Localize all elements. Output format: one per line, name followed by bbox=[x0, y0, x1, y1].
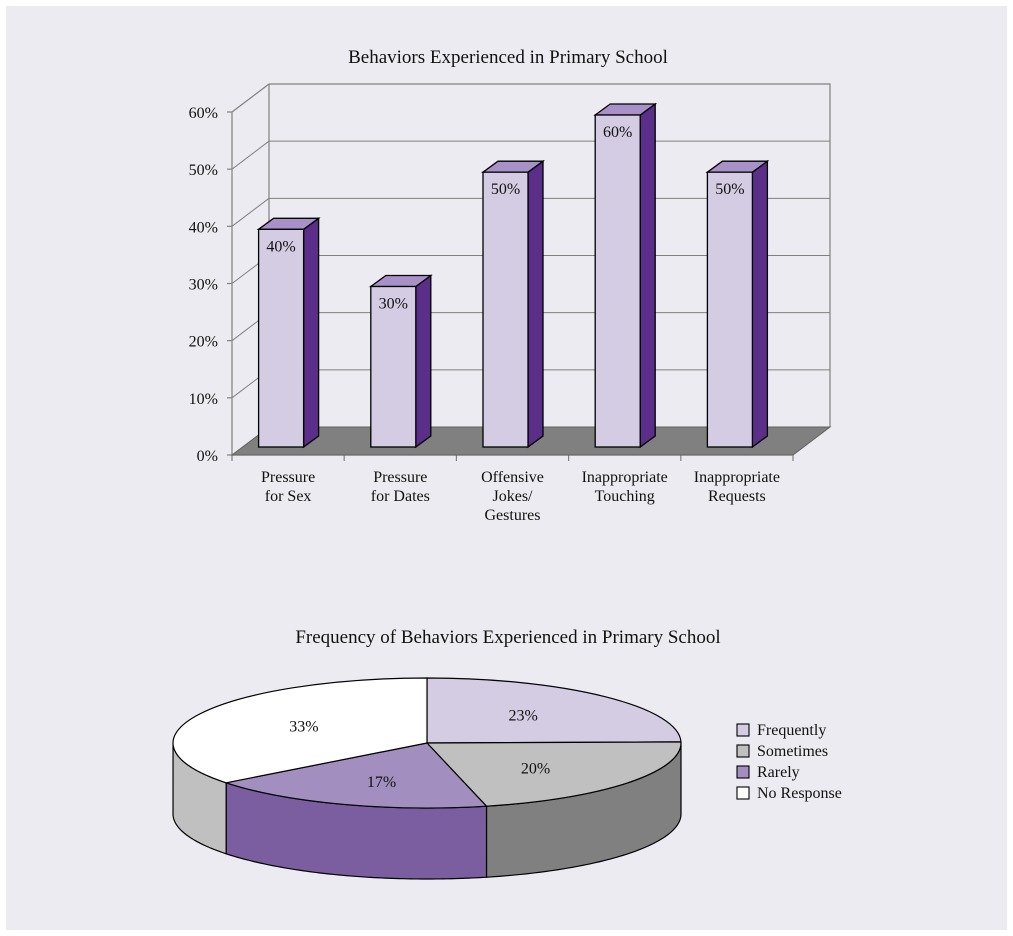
gridline-diagonal bbox=[231, 140, 270, 170]
y-tick-label: 20% bbox=[189, 334, 218, 351]
pie-chart-slices bbox=[172, 677, 682, 809]
bar: 50% bbox=[481, 159, 545, 449]
y-tick-label: 60% bbox=[189, 105, 218, 122]
y-tick-label: 0% bbox=[197, 448, 218, 465]
bar-front bbox=[257, 228, 305, 448]
bar-chart: Behaviors Experienced in Primary School … bbox=[189, 47, 832, 524]
x-category-label: Pressure for Sex bbox=[261, 469, 315, 505]
pie-chart-data-labels: 23% 20% 17% 33% bbox=[289, 707, 550, 791]
pie-data-label: 33% bbox=[289, 718, 318, 735]
pie-slice bbox=[425, 741, 682, 807]
pie-data-label: 17% bbox=[367, 774, 396, 791]
x-category-label-line: Pressure bbox=[373, 469, 427, 486]
x-category-label-line: Inappropriate bbox=[582, 469, 668, 486]
pie-slice bbox=[426, 677, 682, 744]
x-category-label-line: Touching bbox=[595, 488, 655, 505]
pie-chart-legend: Frequently Sometimes Rarely No Response bbox=[736, 722, 842, 802]
legend-label: Frequently bbox=[757, 722, 826, 739]
pie-data-label: 20% bbox=[521, 761, 550, 778]
x-category-label-line: for Dates bbox=[371, 488, 430, 505]
legend-swatch bbox=[736, 786, 750, 800]
legend-item: No Response bbox=[736, 785, 842, 802]
wall-top-diagonal bbox=[231, 83, 270, 113]
bar: 60% bbox=[593, 102, 658, 449]
bar-chart-x-labels: Pressure for Sex Pressure for Dates Offensiv… bbox=[261, 469, 780, 524]
bar-front bbox=[482, 171, 529, 448]
legend-label: Rarely bbox=[757, 764, 800, 781]
pie-data-label: 23% bbox=[509, 707, 538, 724]
x-category-label: Inappropriate Touching bbox=[582, 469, 668, 505]
bar: 40% bbox=[256, 217, 321, 449]
bar: 30% bbox=[368, 274, 433, 449]
legend-swatch bbox=[736, 744, 750, 758]
x-category-label-line: Gestures bbox=[485, 507, 541, 524]
x-category-label: Offensive Jokes/Gestures bbox=[481, 469, 544, 524]
bar-chart-title: Behaviors Experienced in Primary School bbox=[348, 47, 668, 68]
legend-label: No Response bbox=[757, 785, 842, 802]
bar-data-label: 60% bbox=[603, 124, 632, 141]
bar-front bbox=[370, 285, 417, 448]
x-category-label-line: Requests bbox=[708, 488, 766, 505]
legend-label: Sometimes bbox=[757, 743, 828, 760]
legend-item: Sometimes bbox=[736, 743, 828, 760]
x-category-label-line: for Sex bbox=[265, 488, 312, 505]
y-tick-label: 40% bbox=[189, 219, 218, 236]
x-category-label-line: Offensive bbox=[481, 469, 544, 486]
bar-front bbox=[594, 114, 641, 448]
x-category-label: Inappropriate Requests bbox=[694, 469, 780, 505]
bar-chart-y-axis: 0% 10% 20% 30% 40% 50% 60% bbox=[189, 105, 794, 465]
legend-item: Frequently bbox=[736, 722, 826, 739]
bar-data-label: 40% bbox=[266, 238, 295, 255]
pie-chart-title: Frequency of Behaviors Experienced in Pr… bbox=[295, 627, 720, 648]
pie-slice bbox=[172, 677, 428, 784]
x-category-label: Pressure for Dates bbox=[371, 469, 430, 505]
bar-chart-bars: 40% 30% 50% 60% 50% bbox=[256, 102, 770, 449]
bar: 50% bbox=[705, 159, 770, 449]
x-category-label-line: Jokes/ bbox=[493, 488, 534, 505]
bar-data-label: 50% bbox=[715, 181, 744, 198]
x-category-label-line: Pressure bbox=[261, 469, 315, 486]
bar-data-label: 50% bbox=[491, 181, 520, 198]
pie-slice bbox=[223, 742, 488, 809]
y-tick-label: 50% bbox=[189, 162, 218, 179]
bar-front bbox=[706, 171, 754, 448]
legend-item: Rarely bbox=[736, 764, 800, 781]
legend-swatch bbox=[736, 765, 750, 779]
legend-swatch bbox=[736, 723, 750, 737]
y-tick-label: 10% bbox=[189, 391, 218, 408]
gridline-diagonal bbox=[231, 197, 270, 227]
bar-data-label: 30% bbox=[379, 296, 408, 313]
y-tick-label: 30% bbox=[189, 277, 218, 294]
x-category-label-line: Inappropriate bbox=[694, 469, 780, 486]
